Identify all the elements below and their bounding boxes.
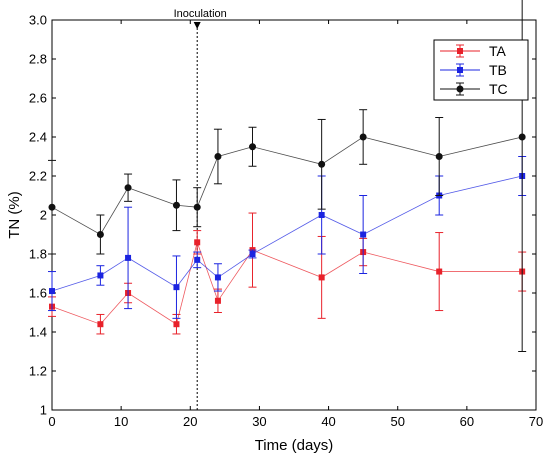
data-point xyxy=(96,231,104,238)
inoculation-arrow-icon xyxy=(193,22,201,29)
x-tick-label: 30 xyxy=(252,414,266,429)
data-point xyxy=(124,184,132,192)
series-line xyxy=(51,175,523,292)
x-tick-label: 70 xyxy=(529,414,543,429)
y-tick-label: 1.6 xyxy=(29,286,47,301)
x-axis-title: Time (days) xyxy=(255,437,334,454)
data-point xyxy=(518,133,526,141)
series-line xyxy=(51,136,523,236)
data-point xyxy=(318,212,325,218)
x-tick-label: 10 xyxy=(114,414,128,429)
legend-marker xyxy=(457,48,463,54)
y-tick-label: 2.6 xyxy=(29,91,47,106)
y-tick-label: 1 xyxy=(40,403,47,418)
x-tick-label: 20 xyxy=(183,414,197,429)
data-point xyxy=(194,239,201,246)
y-tick-label: 2.2 xyxy=(29,169,47,184)
series-ta xyxy=(48,212,527,335)
y-tick-label: 2.4 xyxy=(29,130,47,145)
legend-marker xyxy=(457,67,463,73)
x-tick-label: 0 xyxy=(48,414,55,429)
data-point xyxy=(125,254,132,261)
data-point xyxy=(214,153,222,160)
y-tick-label: 1.8 xyxy=(29,247,47,262)
y-tick-label: 1.2 xyxy=(29,364,47,379)
data-point xyxy=(249,143,257,151)
data-point xyxy=(214,297,221,304)
x-tick-label: 60 xyxy=(460,414,474,429)
data-point xyxy=(173,284,180,291)
series-tb xyxy=(48,156,527,319)
data-point xyxy=(318,274,325,281)
x-tick-label: 40 xyxy=(321,414,335,429)
legend-label: TB xyxy=(489,62,507,78)
legend-label: TC xyxy=(489,81,508,97)
data-point xyxy=(97,272,104,279)
data-point xyxy=(194,256,201,263)
y-tick-label: 3.0 xyxy=(29,13,47,28)
data-point xyxy=(48,203,56,211)
y-tick-label: 2 xyxy=(40,208,47,223)
legend-marker xyxy=(456,85,464,93)
data-point xyxy=(436,268,443,275)
legend-label: TA xyxy=(489,43,507,59)
data-point xyxy=(435,153,443,160)
data-point xyxy=(214,274,221,281)
y-tick-label: 1.4 xyxy=(29,325,47,340)
data-point xyxy=(318,160,326,168)
inoculation-label: Inoculation xyxy=(174,8,227,20)
series-line xyxy=(51,240,523,325)
data-point xyxy=(49,288,55,295)
data-point xyxy=(193,203,201,211)
y-tick-label: 2.8 xyxy=(29,52,47,67)
data-point xyxy=(360,231,367,238)
data-point xyxy=(249,251,256,257)
data-point xyxy=(172,201,180,209)
series-tc xyxy=(48,0,527,352)
legend: TA TB TC xyxy=(433,39,529,101)
data-point xyxy=(97,321,104,328)
data-point xyxy=(173,321,180,328)
x-tick-label: 50 xyxy=(390,414,404,429)
y-axis-title: TN (%) xyxy=(6,191,23,239)
data-point xyxy=(359,133,367,141)
